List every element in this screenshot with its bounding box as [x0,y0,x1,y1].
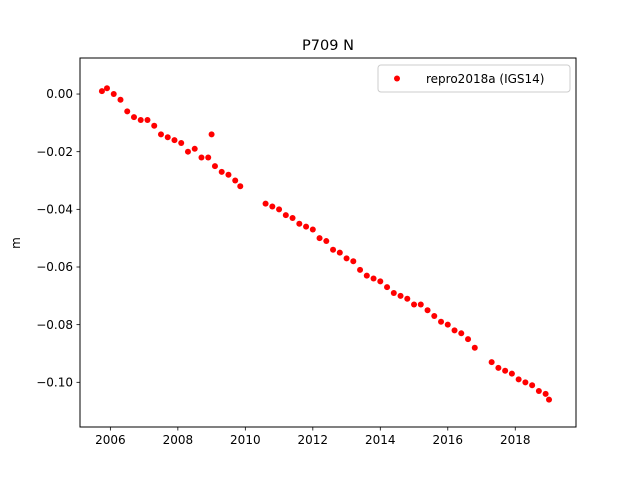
data-point [336,249,343,256]
legend-box [377,64,571,93]
data-point [316,235,323,242]
data-point [330,246,337,253]
data-point [546,396,553,403]
data-point [225,171,232,178]
data-point [103,85,110,92]
data-point [488,359,495,366]
data-point [377,278,384,285]
data-point [282,212,289,219]
data-point [178,140,185,147]
x-tick-label: 2006 [95,433,126,447]
data-point [269,203,276,210]
data-point [502,367,509,374]
data-point [211,163,218,170]
data-point [357,266,364,273]
data-point [542,390,549,397]
data-point [404,295,411,302]
y-tick-label: −0.04 [36,203,73,217]
data-point [363,272,370,279]
x-tick-label: 2012 [298,433,329,447]
data-point [289,215,296,221]
y-axis-label: m [9,237,23,249]
data-point [262,200,269,207]
data-point [157,131,164,138]
data-point [151,122,158,129]
data-point [137,116,144,123]
data-point [465,336,472,343]
data-point [296,220,303,227]
data-point [130,114,137,121]
data-point [411,301,418,308]
data-point [431,313,438,320]
data-point [458,330,465,337]
data-point [98,88,105,95]
data-point [110,91,117,98]
data-point [309,226,316,233]
data-point [184,148,191,155]
data-point [218,168,225,175]
data-point [424,307,431,314]
data-point [522,379,529,386]
y-tick-label: −0.10 [36,376,73,390]
legend-marker [394,75,400,82]
x-tick-label: 2010 [230,433,261,447]
data-points [98,85,553,403]
data-point [171,137,178,144]
y-axis-ticks: 0.00 −0.02 −0.04 −0.06 −0.08 −0.10 [36,87,80,390]
x-tick-label: 2018 [500,433,531,447]
data-point [237,183,244,190]
y-tick-label: 0.00 [46,87,73,101]
data-point [208,131,215,138]
x-tick-label: 2014 [365,433,396,447]
data-point [117,96,124,103]
data-point [198,154,205,161]
data-point [232,177,239,184]
x-tick-label: 2008 [163,433,194,447]
data-point [350,258,357,265]
data-point [276,206,283,213]
legend: repro2018a (IGS14) [377,64,571,93]
data-point [417,301,424,308]
data-point [444,321,451,328]
data-point [451,327,458,334]
plot-frame [79,57,577,428]
data-point [438,318,445,325]
data-point [535,387,542,394]
data-point [384,284,391,291]
data-point [323,238,330,245]
data-point [471,344,478,351]
data-point [370,275,377,282]
data-point [124,108,131,115]
y-tick-label: −0.06 [36,260,73,274]
data-point [164,134,171,141]
data-point [144,116,151,123]
data-point [205,154,212,161]
x-tick-label: 2016 [433,433,464,447]
chart-title: P709 N [302,38,354,54]
data-point [397,292,404,299]
data-point [390,289,397,296]
data-point [508,370,515,377]
data-point [515,376,522,383]
data-point [343,255,350,262]
data-point [191,145,198,152]
data-point [529,382,536,389]
x-axis-ticks: 2006 2008 2010 2012 2014 2016 2018 [95,427,531,447]
data-point [495,364,502,371]
data-point [303,223,310,230]
legend-label: repro2018a (IGS14) [426,72,544,86]
y-tick-label: −0.08 [36,318,73,332]
y-tick-label: −0.02 [36,145,73,159]
